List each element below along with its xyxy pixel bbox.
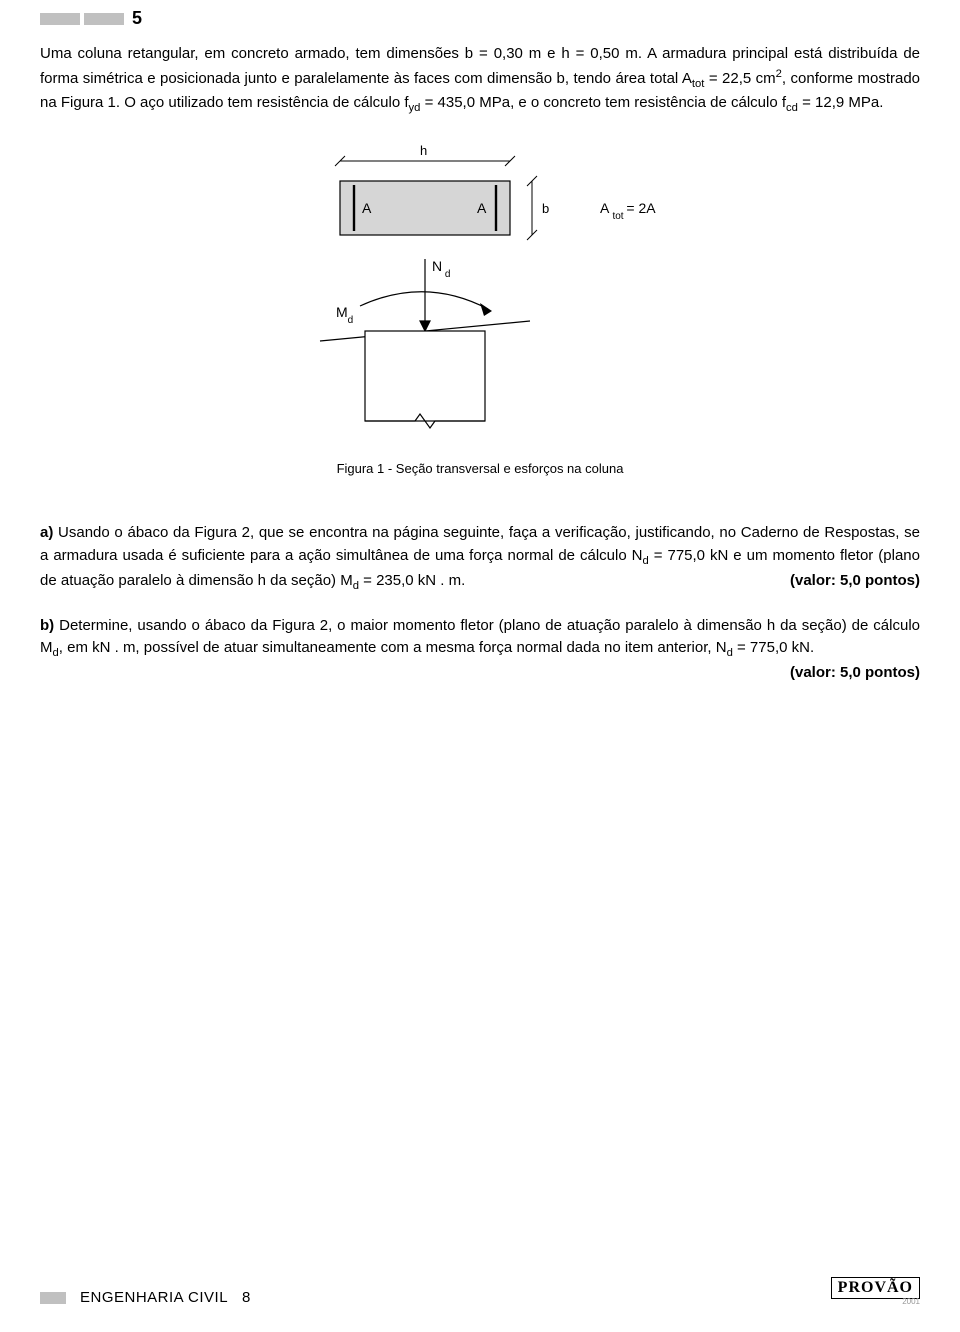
intro-sub-cd: cd (786, 102, 798, 114)
item-b-points: (valor: 5,0 pontos) (790, 662, 920, 685)
header-bar: 5 (40, 8, 920, 29)
item-b-lead: b) (40, 617, 54, 634)
page-footer: ENGENHARIA CIVIL 8 PROVÃO 2001 (0, 1277, 960, 1306)
figure-1-svg: h A A b A tot = 2A N d Md (270, 141, 690, 451)
item-a-t3: = 235,0 kN . m. (359, 572, 465, 589)
header-seg-2 (84, 13, 124, 25)
A-right-label: A (477, 200, 487, 216)
figure-1-caption: Figura 1 - Seção transversal e esforços … (337, 461, 624, 476)
footer-page: 8 (242, 1289, 250, 1306)
A-left-label: A (362, 200, 372, 216)
item-b: b) Determine, usando o ábaco da Figura 2… (40, 615, 920, 662)
footer-brand: PROVÃO (831, 1277, 920, 1299)
item-a: a) Usando o ábaco da Figura 2, que se en… (40, 522, 920, 594)
header-seg-1 (40, 13, 80, 25)
intro-sub-tot: tot (692, 78, 705, 90)
md-label: Md (336, 304, 353, 326)
item-a-points: (valor: 5,0 pontos) (790, 570, 920, 593)
item-b-t2: , em kN . m, possível de atuar simultane… (59, 639, 727, 656)
intro-sub-yd: yd (409, 102, 421, 114)
footer-left: ENGENHARIA CIVIL 8 (40, 1289, 250, 1306)
figure-1-wrap: h A A b A tot = 2A N d Md (40, 141, 920, 476)
item-a-lead: a) (40, 524, 53, 541)
h-label: h (420, 143, 427, 158)
footer-course: ENGENHARIA CIVIL (80, 1289, 228, 1306)
intro-text-3a: = 12,9 MPa. (798, 94, 883, 111)
intro-text-1b: = 22,5 cm (704, 70, 775, 87)
question-number: 5 (132, 8, 142, 29)
footer-year: 2001 (902, 1297, 920, 1306)
intro-text-2a: = 435,0 MPa, e o concreto tem resistênci… (420, 94, 786, 111)
nd-label: N d (432, 258, 450, 280)
intro-paragraph: Uma coluna retangular, em concreto armad… (40, 43, 920, 117)
item-b-t3: = 775,0 kN. (733, 639, 814, 656)
b-label: b (542, 201, 549, 216)
footer-bar (40, 1292, 66, 1304)
atot-label: A tot = 2A (600, 200, 656, 222)
md-arc (360, 292, 488, 309)
footer-right: PROVÃO 2001 (831, 1277, 920, 1306)
